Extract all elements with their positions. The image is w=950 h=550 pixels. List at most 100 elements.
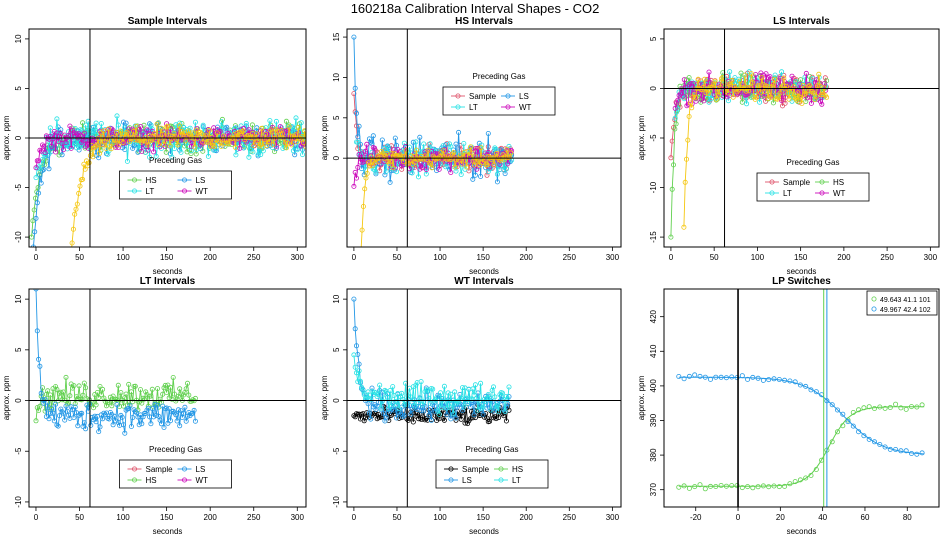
data-point bbox=[373, 169, 379, 175]
data-point bbox=[34, 405, 40, 411]
y-tick-label: -10 bbox=[14, 231, 23, 243]
data-point bbox=[270, 141, 276, 147]
data-point bbox=[478, 145, 484, 151]
legend-box bbox=[119, 170, 232, 200]
data-point bbox=[390, 384, 396, 390]
legend-marker bbox=[131, 466, 137, 472]
data-point bbox=[255, 138, 261, 144]
data-point bbox=[426, 412, 432, 418]
data-point bbox=[452, 389, 458, 395]
data-point bbox=[448, 156, 454, 162]
legend-title: Preceding Gas bbox=[149, 156, 202, 165]
data-point bbox=[729, 77, 735, 83]
data-point bbox=[132, 383, 138, 389]
data-point bbox=[111, 413, 117, 419]
data-point bbox=[153, 153, 159, 159]
chart-panel-6: LP Switches seconds approx. ppm -20 0 20 40 60 8… bbox=[637, 276, 940, 536]
data-point bbox=[747, 84, 753, 90]
legend-marker bbox=[448, 477, 454, 483]
data-point bbox=[675, 97, 681, 103]
x-tick-label: 0 bbox=[352, 513, 357, 522]
data-point bbox=[413, 382, 419, 388]
plot-frame bbox=[346, 288, 622, 508]
data-point bbox=[410, 139, 416, 145]
data-point bbox=[739, 485, 745, 491]
data-point bbox=[98, 392, 104, 398]
data-point bbox=[147, 121, 153, 127]
data-point bbox=[401, 140, 407, 146]
data-point bbox=[410, 384, 416, 390]
legend-title: Preceding Gas bbox=[466, 445, 519, 454]
data-point bbox=[475, 407, 481, 413]
y-tick-label: 10 bbox=[332, 294, 341, 303]
data-point bbox=[745, 85, 751, 91]
data-point bbox=[54, 386, 60, 392]
data-point bbox=[685, 137, 691, 143]
data-point bbox=[850, 409, 856, 415]
data-point bbox=[909, 450, 915, 456]
data-point bbox=[59, 152, 65, 158]
data-point bbox=[101, 410, 107, 416]
data-point bbox=[79, 139, 85, 145]
data-point bbox=[134, 410, 140, 416]
legend-entry: LS bbox=[196, 465, 206, 474]
data-point bbox=[368, 416, 374, 422]
data-point bbox=[415, 174, 421, 180]
data-point bbox=[283, 145, 289, 151]
data-point bbox=[446, 141, 452, 147]
data-point bbox=[59, 409, 65, 415]
data-point bbox=[79, 127, 85, 133]
data-point bbox=[496, 415, 502, 421]
data-point bbox=[356, 151, 362, 157]
data-point bbox=[167, 384, 173, 390]
data-point bbox=[266, 138, 272, 144]
data-point bbox=[232, 123, 238, 129]
data-point bbox=[70, 127, 76, 133]
data-point bbox=[299, 152, 305, 158]
data-point bbox=[38, 161, 44, 167]
series-unlabeled bbox=[359, 144, 514, 247]
data-point bbox=[178, 149, 184, 155]
data-point bbox=[459, 161, 465, 167]
data-point bbox=[140, 129, 146, 135]
data-point bbox=[490, 415, 496, 421]
data-point bbox=[421, 408, 427, 414]
data-point bbox=[877, 404, 883, 410]
legend: Preceding Gas HS LS LT WT bbox=[119, 156, 232, 200]
data-point bbox=[167, 143, 173, 149]
data-point bbox=[67, 123, 73, 129]
data-point bbox=[277, 140, 283, 146]
data-point bbox=[812, 97, 818, 103]
data-point bbox=[51, 128, 57, 134]
data-point bbox=[56, 152, 62, 158]
data-point bbox=[139, 421, 145, 427]
data-point bbox=[50, 410, 56, 416]
data-point bbox=[175, 407, 181, 413]
y-tick-label: 5 bbox=[14, 86, 23, 91]
data-point bbox=[803, 70, 809, 76]
data-point bbox=[903, 406, 909, 412]
data-point bbox=[399, 390, 405, 396]
data-point bbox=[814, 77, 820, 83]
data-point bbox=[423, 167, 429, 173]
data-point bbox=[413, 147, 419, 153]
data-point bbox=[453, 141, 459, 147]
data-point bbox=[285, 127, 291, 133]
y-axis-label: approx. ppm bbox=[320, 375, 329, 420]
data-point bbox=[683, 84, 689, 90]
data-point bbox=[127, 125, 133, 131]
data-point bbox=[57, 413, 63, 419]
data-point bbox=[454, 404, 460, 410]
data-point bbox=[94, 389, 100, 395]
panel-title: Sample Intervals bbox=[128, 16, 208, 27]
data-point bbox=[154, 121, 160, 127]
data-point bbox=[202, 132, 208, 138]
data-point bbox=[813, 93, 819, 99]
data-point bbox=[818, 99, 824, 105]
data-point bbox=[782, 377, 788, 383]
data-point bbox=[363, 175, 369, 181]
x-tick-label: 80 bbox=[903, 513, 912, 522]
plot-frame bbox=[663, 28, 940, 248]
data-point bbox=[115, 122, 121, 128]
